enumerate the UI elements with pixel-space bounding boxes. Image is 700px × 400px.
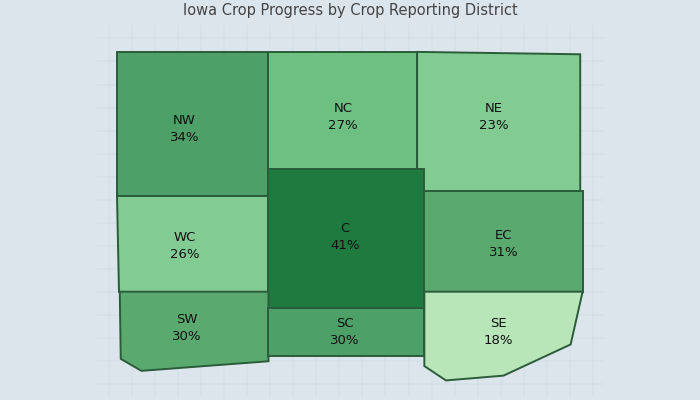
Text: C
41%: C 41% (330, 222, 360, 252)
Polygon shape (269, 169, 424, 308)
Text: SW
30%: SW 30% (172, 313, 202, 343)
Polygon shape (417, 52, 580, 191)
Text: SE
18%: SE 18% (484, 318, 513, 348)
Text: NW
34%: NW 34% (170, 114, 199, 144)
Polygon shape (269, 52, 417, 191)
Polygon shape (120, 292, 269, 371)
Polygon shape (424, 191, 582, 292)
Polygon shape (118, 52, 269, 196)
Polygon shape (424, 292, 582, 380)
Polygon shape (269, 308, 424, 356)
Text: NE
23%: NE 23% (479, 102, 509, 132)
Text: NC
27%: NC 27% (328, 102, 358, 132)
Title: Iowa Crop Progress by Crop Reporting District: Iowa Crop Progress by Crop Reporting Dis… (183, 3, 517, 18)
Text: SC
30%: SC 30% (330, 318, 360, 348)
Text: WC
26%: WC 26% (170, 231, 199, 261)
Polygon shape (118, 196, 269, 292)
Text: EC
31%: EC 31% (489, 229, 518, 259)
